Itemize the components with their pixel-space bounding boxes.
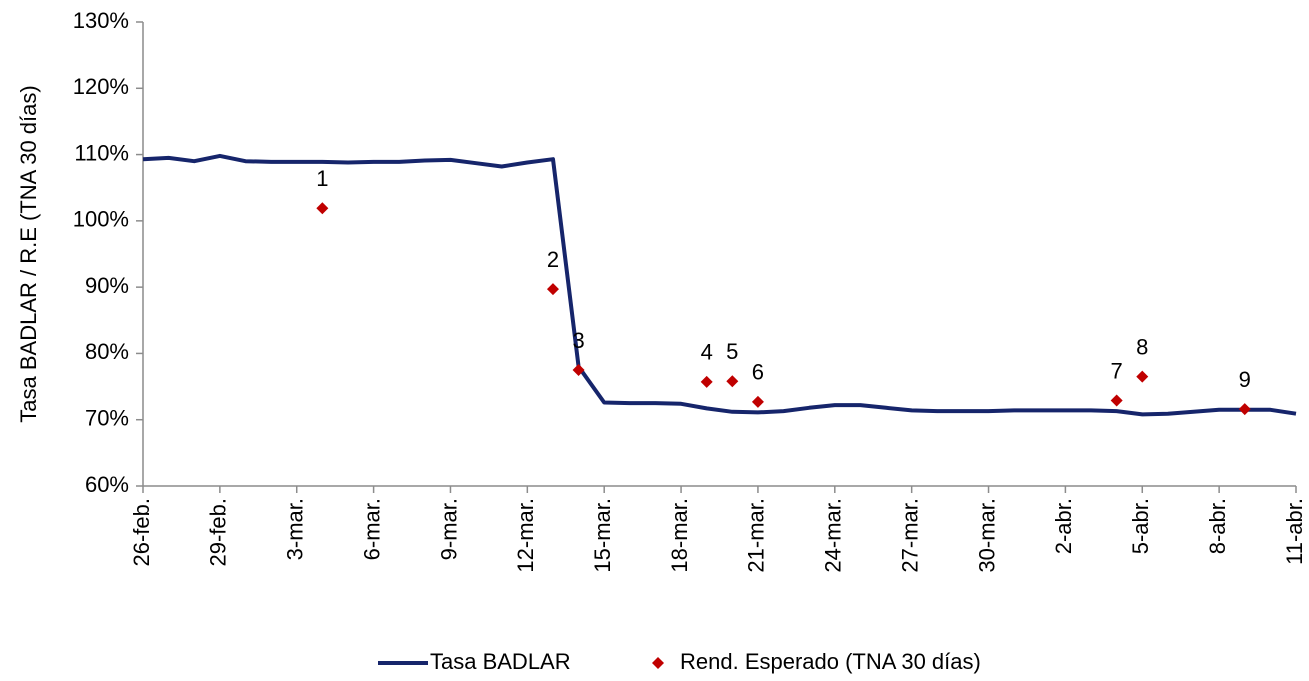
point-label: 9 [1239, 367, 1251, 392]
legend-label: Tasa BADLAR [430, 649, 571, 674]
point-label: 2 [547, 247, 559, 272]
line-series [142, 153, 1297, 417]
x-tick-label: 26-feb. [129, 498, 154, 567]
x-tick-label: 2-abr. [1051, 498, 1076, 554]
y-tick-label: 110% [74, 140, 129, 165]
y-tick-label: 120% [73, 74, 129, 99]
scatter-point [1136, 370, 1149, 383]
x-tick-label: 3-mar. [283, 498, 308, 560]
y-tick-label: 130% [73, 8, 129, 33]
scatter-point [1110, 394, 1123, 407]
legend-label: Rend. Esperado (TNA 30 días) [680, 649, 981, 674]
legend-swatch [652, 657, 664, 669]
x-tick-label: 15-mar. [590, 498, 615, 573]
scatter-point [546, 283, 559, 296]
scatter-point [726, 375, 739, 388]
y-axis-label: Tasa BADLAR / R.E (TNA 30 días) [16, 85, 41, 422]
scatter-point [751, 395, 764, 408]
y-tick-label: 80% [85, 339, 129, 364]
y-tick-label: 100% [73, 207, 129, 232]
x-tick-label: 12-mar. [513, 498, 538, 573]
scatter-point [316, 202, 329, 215]
x-tick-label: 6-mar. [359, 498, 384, 560]
x-tick-label: 27-mar. [897, 498, 922, 573]
x-tick-label: 5-abr. [1128, 498, 1153, 554]
point-label: 6 [752, 360, 764, 385]
point-label: 7 [1111, 358, 1123, 383]
x-tick-label: 9-mar. [436, 498, 461, 560]
x-tick-label: 24-mar. [821, 498, 846, 573]
x-tick-label: 21-mar. [744, 498, 769, 573]
x-tick-label: 29-feb. [206, 498, 231, 567]
scatter-point [572, 364, 585, 376]
point-label: 8 [1136, 334, 1148, 359]
y-tick-label: 90% [85, 273, 129, 298]
point-label: 4 [701, 340, 713, 365]
y-tick-label: 70% [85, 406, 129, 431]
x-tick-label: 30-mar. [974, 498, 999, 573]
y-tick-label: 60% [85, 472, 129, 497]
x-tick-label: 18-mar. [667, 498, 692, 573]
scatter-point [1238, 403, 1251, 416]
scatter-point [700, 375, 713, 388]
x-tick-label: 8-abr. [1205, 498, 1230, 554]
point-label: 3 [572, 328, 584, 353]
x-tick-label: 11-abr. [1282, 498, 1307, 565]
point-label: 5 [726, 339, 738, 364]
point-label: 1 [316, 166, 328, 191]
